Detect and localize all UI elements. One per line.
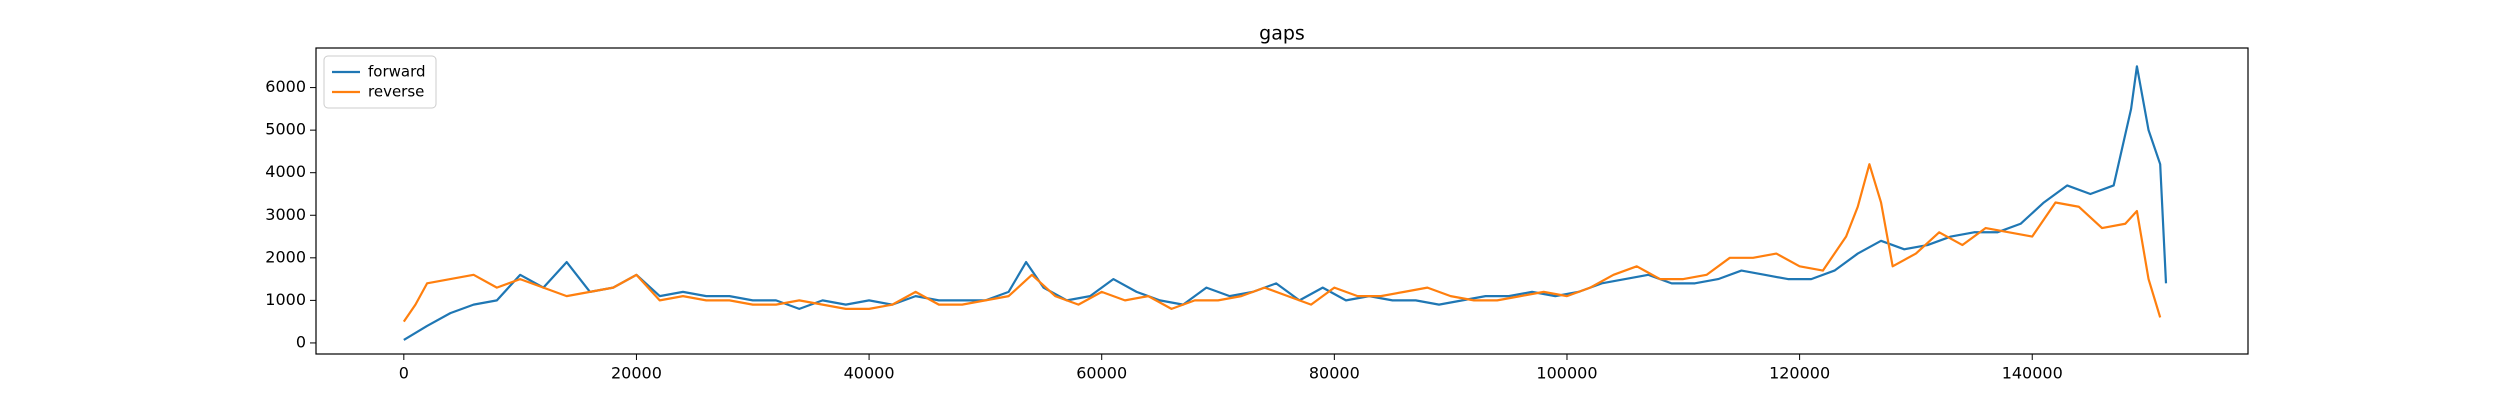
x-tick-label: 20000 xyxy=(611,364,662,383)
y-tick-label: 2000 xyxy=(265,247,306,266)
legend-label: reverse xyxy=(368,83,424,101)
x-tick-label: 140000 xyxy=(2002,364,2063,383)
plot-frame xyxy=(315,47,2249,355)
legend-box xyxy=(323,55,437,109)
x-tick-label: 40000 xyxy=(844,364,895,383)
y-tick-label: 0 xyxy=(296,332,306,351)
series-line xyxy=(402,163,2162,323)
x-tick-label: 0 xyxy=(399,364,409,383)
x-tick-label: 100000 xyxy=(1536,364,1597,383)
x-tick-label: 120000 xyxy=(1769,364,1830,383)
x-tick-label: 80000 xyxy=(1309,364,1360,383)
y-tick-label: 4000 xyxy=(265,162,306,181)
x-tick-label: 60000 xyxy=(1076,364,1127,383)
legend-label: forward xyxy=(368,63,426,81)
y-tick-label: 1000 xyxy=(265,290,306,309)
y-tick-label: 3000 xyxy=(265,205,306,224)
y-tick-label: 6000 xyxy=(265,77,306,96)
chart-title: gaps xyxy=(1259,23,1305,45)
y-tick-label: 5000 xyxy=(265,120,306,139)
